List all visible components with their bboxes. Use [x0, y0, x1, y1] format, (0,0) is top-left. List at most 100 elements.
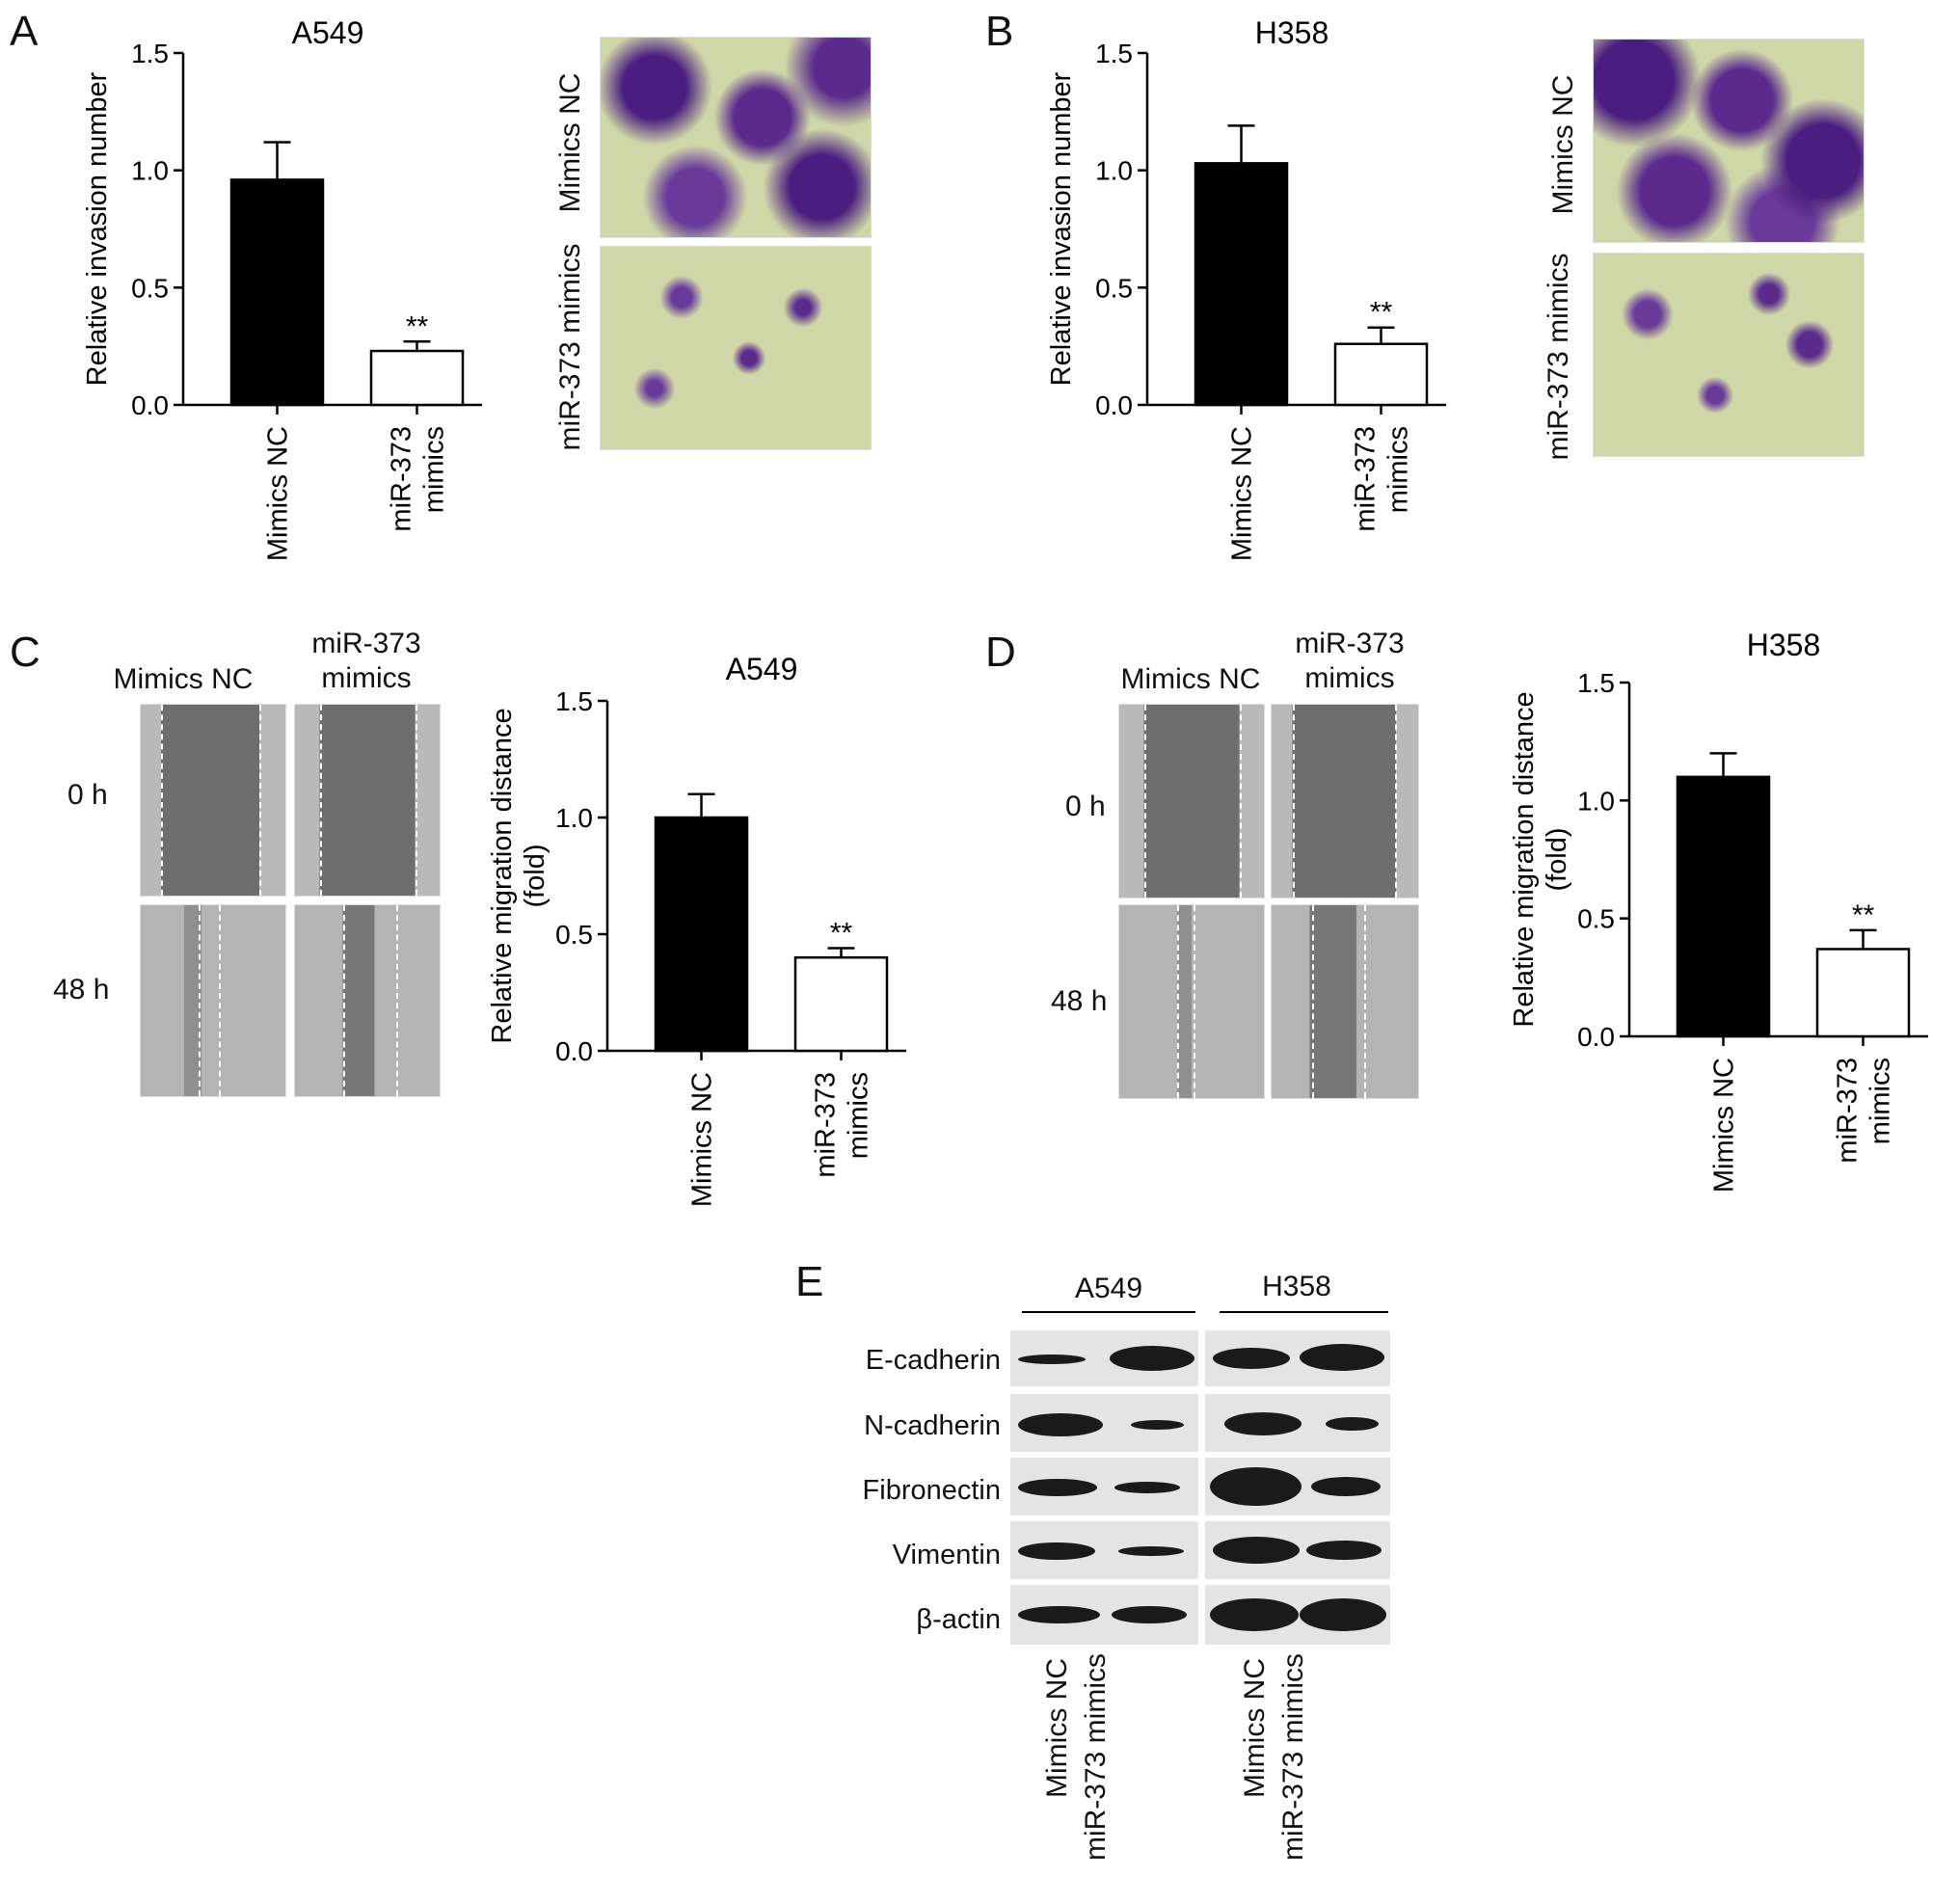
- significance-label: **: [406, 310, 429, 342]
- scratch-col-label-d-nc: Mimics NC: [1120, 663, 1261, 695]
- bar: [1815, 948, 1911, 1038]
- y-tick-label: 1.5: [131, 39, 169, 68]
- y-tick-label: 0.5: [1577, 904, 1615, 934]
- bar: [369, 349, 465, 407]
- invasion-label-b-mimics: miR-373 mimics: [1543, 253, 1574, 461]
- scratch-row-label-d-48h: 48 h: [1051, 985, 1108, 1017]
- x-category-label: mimics: [844, 1072, 874, 1159]
- panel-letter-e: E: [795, 1258, 824, 1305]
- bar: [1676, 775, 1771, 1038]
- chart-b-invasion: H358 0.0 0.5 1.0 1.5 Relative invasion number…: [1046, 15, 1446, 561]
- panel-letter-c: C: [10, 629, 40, 676]
- x-category-label: Mimics NC: [1709, 1058, 1740, 1193]
- bar: [229, 178, 325, 407]
- y-tick-label: 0.5: [1095, 273, 1133, 303]
- blot-label-beta-actin: β-actin: [916, 1604, 1001, 1635]
- y-tick-label: 1.0: [555, 803, 593, 833]
- scratch-image-d-mimics-48h: [1271, 904, 1419, 1099]
- blot-h358-n-cadherin: [1205, 1394, 1390, 1452]
- scratch-col-label-d-mimics: miR-373 mimics: [1295, 628, 1405, 694]
- y-tick-label: 1.0: [131, 156, 169, 186]
- x-category-label: miR-373: [811, 1072, 842, 1178]
- significance-label: **: [1852, 899, 1875, 931]
- y-axis-label: Relative invasion number: [82, 71, 113, 386]
- y-axis-label: Relative migration distance: [1509, 691, 1540, 1027]
- y-axis-label: (fold): [1542, 827, 1572, 891]
- scratch-col-label-c-mimics: miR-373 mimics: [311, 628, 421, 694]
- x-category-label: mimics: [419, 426, 450, 513]
- blot-group-a549: A549: [1074, 1273, 1143, 1304]
- scratch-row-label-d-0h: 0 h: [1065, 791, 1106, 822]
- x-category-label: Mimics NC: [687, 1072, 718, 1207]
- blot-group-line-h358: [1220, 1311, 1388, 1313]
- blot-a549-vimentin: [1010, 1521, 1198, 1579]
- blot-h358-fibronectin: [1205, 1458, 1390, 1515]
- chart-a-invasion: A549 0.0 0.5 1.0 1.5 Relative invasion number…: [82, 15, 482, 561]
- x-category-label: miR-373: [1833, 1058, 1864, 1164]
- blot-label-vimentin: Vimentin: [892, 1540, 1001, 1570]
- invasion-image-b-nc: [1593, 39, 1865, 243]
- scratch-image-d-nc-0h: [1118, 704, 1265, 898]
- blot-lane-label-3: Mimics NC: [1239, 1658, 1271, 1798]
- y-tick-label: 1.0: [1577, 786, 1615, 816]
- y-tick-label: 0.5: [555, 920, 593, 950]
- invasion-label-b-nc: Mimics NC: [1547, 74, 1579, 215]
- blot-lane-label-4: miR-373 mimics: [1277, 1653, 1309, 1862]
- blot-h358-e-cadherin: [1205, 1330, 1390, 1386]
- chart-title: A549: [726, 652, 798, 686]
- blot-label-n-cadherin: N-cadherin: [864, 1410, 1001, 1441]
- bar: [1333, 342, 1429, 407]
- chart-c-migration: A549 0.0 0.5 1.0 1.5 Relative migration dista…: [487, 652, 906, 1207]
- invasion-image-a-mimics: [600, 246, 872, 450]
- blot-h358-vimentin: [1205, 1521, 1390, 1579]
- x-category-label: mimics: [1383, 426, 1414, 513]
- chart-title: A549: [292, 15, 364, 50]
- blot-a549-e-cadherin: [1010, 1330, 1198, 1386]
- bar: [654, 816, 749, 1053]
- y-tick-label: 0.5: [131, 273, 169, 303]
- scratch-image-d-nc-48h: [1118, 904, 1265, 1099]
- panel-letter-b: B: [985, 8, 1014, 55]
- y-tick-label: 1.5: [1577, 668, 1615, 698]
- chart-title: H358: [1747, 628, 1821, 662]
- bar: [1194, 162, 1289, 407]
- invasion-image-b-mimics: [1593, 253, 1865, 457]
- y-tick-label: 0.0: [555, 1036, 593, 1066]
- blot-a549-beta-actin: [1010, 1585, 1198, 1645]
- blot-h358-beta-actin: [1205, 1585, 1390, 1645]
- y-tick-label: 0.0: [1095, 390, 1133, 420]
- scratch-image-c-nc-0h: [140, 704, 286, 897]
- invasion-label-a-mimics: miR-373 mimics: [554, 243, 586, 451]
- blot-label-e-cadherin: E-cadherin: [865, 1345, 1001, 1376]
- scratch-image-c-mimics-0h: [294, 704, 441, 897]
- blot-label-fibronectin: Fibronectin: [862, 1475, 1001, 1506]
- y-axis-label: Relative invasion number: [1046, 71, 1077, 386]
- blot-a549-n-cadherin: [1010, 1394, 1198, 1452]
- panel-letter-a: A: [10, 8, 39, 55]
- blot-a549-fibronectin: [1010, 1458, 1198, 1515]
- scratch-image-c-nc-48h: [140, 904, 286, 1097]
- x-category-label: mimics: [1865, 1058, 1896, 1144]
- y-tick-label: 1.5: [1095, 39, 1133, 68]
- chart-d-migration: H358 0.0 0.5 1.0 1.5 Relative migration dista…: [1509, 628, 1928, 1193]
- scratch-row-label-c-48h: 48 h: [53, 974, 110, 1006]
- blot-lane-label-1: Mimics NC: [1041, 1658, 1073, 1798]
- scratch-col-label-c-nc: Mimics NC: [113, 663, 254, 695]
- blot-lane-label-2: miR-373 mimics: [1080, 1653, 1112, 1862]
- y-tick-label: 1.0: [1095, 156, 1133, 186]
- x-category-label: miR-373: [1351, 426, 1382, 532]
- blot-group-line-a549: [1022, 1311, 1195, 1313]
- invasion-label-a-nc: Mimics NC: [554, 72, 586, 213]
- y-tick-label: 0.0: [1577, 1022, 1615, 1052]
- panel-letter-d: D: [985, 629, 1016, 676]
- invasion-image-a-nc: [600, 37, 872, 238]
- y-axis-label: Relative migration distance: [487, 708, 518, 1043]
- x-category-label: miR-373: [387, 426, 417, 532]
- blot-group-h358: H358: [1262, 1271, 1331, 1302]
- scratch-row-label-c-0h: 0 h: [67, 779, 108, 811]
- y-axis-label: (fold): [520, 844, 550, 907]
- scratch-image-d-mimics-0h: [1271, 704, 1419, 898]
- y-tick-label: 1.5: [555, 686, 593, 716]
- y-tick-label: 0.0: [131, 390, 169, 420]
- chart-title: H358: [1255, 15, 1329, 50]
